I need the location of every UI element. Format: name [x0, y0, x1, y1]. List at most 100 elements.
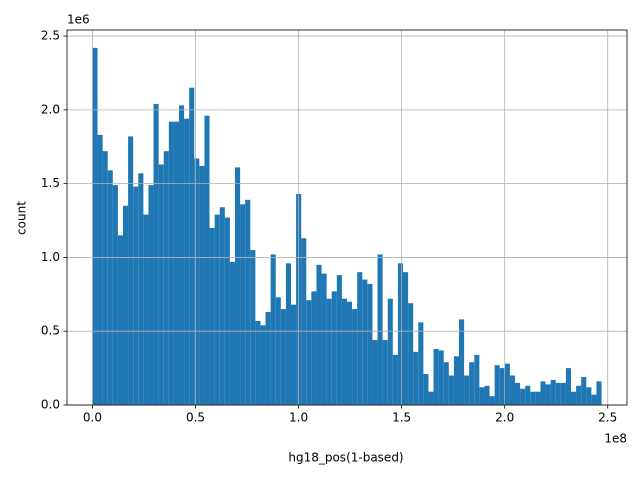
bar [138, 173, 144, 405]
bar [204, 115, 210, 405]
bar [245, 199, 251, 405]
bar [224, 217, 230, 405]
bar [316, 264, 322, 405]
bar [133, 186, 139, 405]
bar [474, 354, 480, 405]
x-tick-label: 1.0 [289, 411, 308, 425]
bar [423, 374, 429, 405]
bar [153, 103, 159, 405]
bar [377, 254, 383, 405]
bar [352, 309, 358, 405]
bar [194, 158, 200, 405]
bar [520, 388, 526, 405]
bar [504, 363, 510, 405]
bar [453, 356, 459, 405]
y-tick-label: 1.0 [41, 250, 60, 264]
bar [545, 384, 551, 405]
bar [250, 250, 256, 405]
bar [509, 375, 515, 405]
bar [591, 394, 597, 405]
bar [280, 309, 286, 405]
bar [535, 391, 541, 405]
bar [229, 261, 235, 405]
bar [413, 351, 419, 405]
bar [408, 303, 414, 405]
y-axis-label: count [15, 201, 29, 235]
bar [387, 298, 393, 405]
bar [525, 385, 531, 405]
bar [586, 387, 592, 405]
bar [92, 47, 98, 405]
x-tick-label: 0.0 [83, 411, 102, 425]
bar [235, 167, 241, 405]
bar [184, 118, 190, 405]
bar [392, 354, 398, 405]
bar [560, 382, 566, 405]
y-tick-label: 1.5 [41, 176, 60, 190]
bar [555, 382, 561, 405]
bar [357, 272, 363, 405]
bar [433, 348, 439, 405]
bar [331, 291, 337, 405]
bar [565, 368, 571, 405]
bar [209, 227, 215, 405]
bar [306, 300, 312, 405]
x-axis-label: hg18_pos(1-based) [288, 451, 403, 465]
y-tick-label: 0.0 [41, 398, 60, 412]
bar [372, 340, 378, 405]
bar [189, 87, 195, 405]
bar [285, 263, 291, 405]
bar [576, 385, 582, 405]
bar [540, 381, 546, 405]
bar [270, 254, 276, 405]
bar [336, 275, 342, 405]
bar [168, 121, 174, 406]
y-offset-label: 1e6 [67, 13, 90, 27]
bar [550, 379, 556, 405]
bar [255, 320, 261, 405]
bar [448, 375, 454, 405]
bar [102, 151, 108, 405]
bar [464, 375, 470, 405]
bar [143, 214, 149, 405]
bar [484, 385, 490, 405]
plot-frame [66, 29, 628, 406]
bar [173, 121, 179, 406]
bar [499, 368, 505, 405]
bar [428, 391, 434, 405]
bar [382, 340, 388, 405]
bar [260, 325, 266, 405]
bar [581, 376, 587, 405]
x-tick-label: 2.5 [598, 411, 617, 425]
bar [128, 136, 134, 405]
bar [107, 170, 113, 405]
bar [148, 185, 154, 405]
x-tick-label: 2.0 [495, 411, 514, 425]
bar [469, 362, 475, 405]
bar [291, 304, 297, 405]
bar [301, 238, 307, 405]
bar [97, 134, 103, 405]
bar [214, 214, 220, 405]
bar [438, 350, 444, 405]
bar [459, 319, 465, 405]
bar [367, 283, 373, 405]
bar [443, 362, 449, 405]
bar [397, 263, 403, 405]
bar [158, 164, 164, 405]
bar [362, 279, 368, 405]
bar [311, 291, 317, 405]
x-tick-label: 0.5 [186, 411, 205, 425]
y-tick-label: 0.5 [41, 324, 60, 338]
bar [530, 391, 536, 405]
bar [112, 185, 118, 405]
bar [596, 381, 602, 405]
bar [403, 272, 409, 405]
bar [479, 387, 485, 405]
bar [123, 205, 129, 405]
bar [418, 322, 424, 405]
bar [571, 391, 577, 405]
bar [179, 105, 185, 406]
bar [240, 204, 246, 405]
